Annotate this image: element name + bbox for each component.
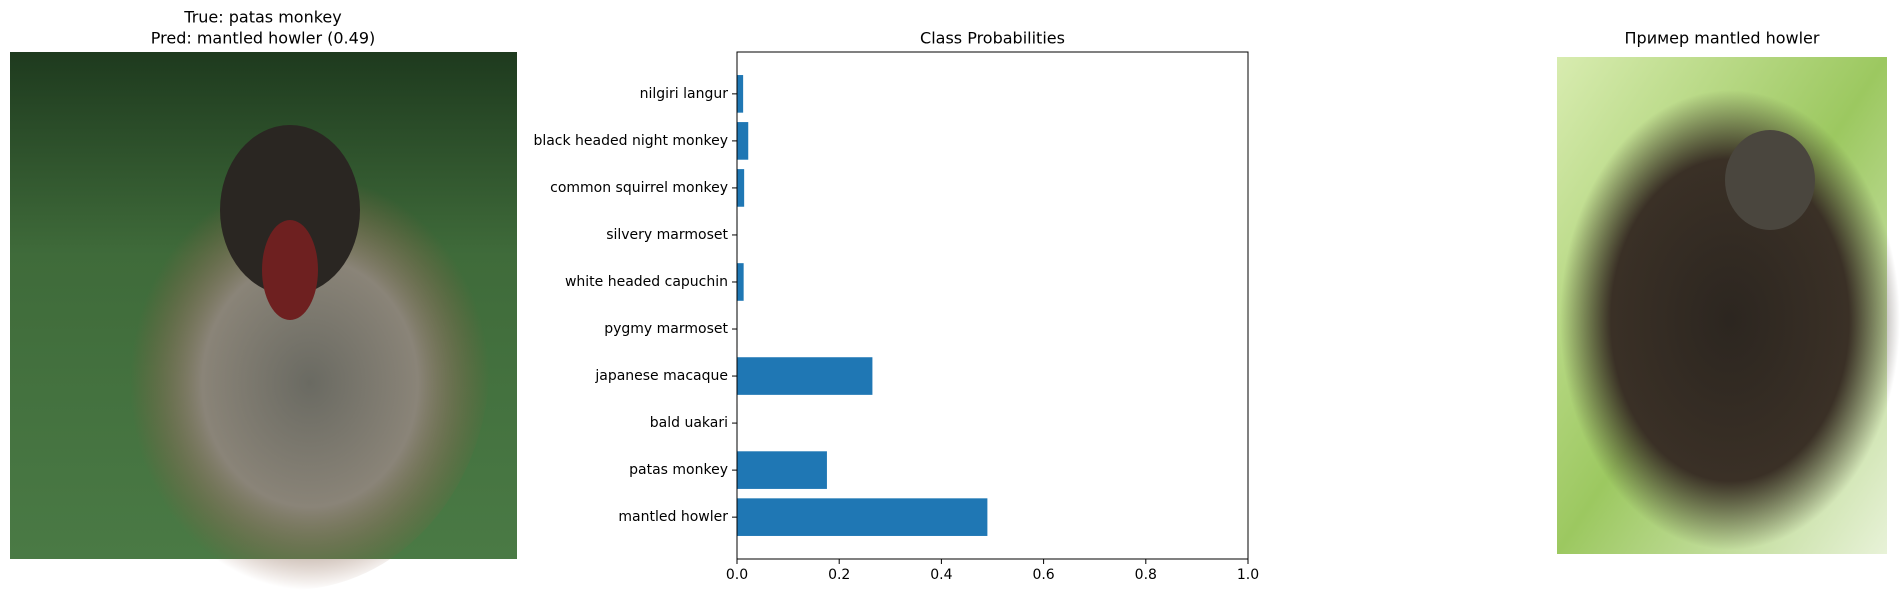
x-tick-label: 0.0 [726, 567, 748, 583]
x-tick-label: 0.2 [828, 567, 850, 583]
bar [737, 263, 744, 301]
y-tick-label: pygmy marmoset [604, 321, 728, 337]
y-tick-label: bald uakari [650, 415, 728, 431]
y-tick-label: patas monkey [629, 462, 728, 478]
chart-title: Class Probabilities [920, 29, 1065, 48]
left-title-line: Pred: mantled howler (0.49) [151, 29, 375, 48]
y-tick-label: silvery marmoset [606, 227, 728, 243]
right-photo [1557, 57, 1900, 554]
bar [737, 451, 827, 489]
left-photo [10, 52, 517, 590]
plot-frame [736, 51, 1249, 560]
bar [737, 357, 873, 395]
left-title-line: True: patas monkey [183, 8, 341, 27]
y-tick-label: nilgiri langur [640, 86, 729, 102]
x-tick-label: 1.0 [1237, 567, 1259, 583]
y-tick-label: white headed capuchin [565, 274, 728, 290]
bar [737, 75, 744, 113]
bar [737, 498, 988, 536]
y-tick-label: common squirrel monkey [550, 180, 728, 196]
right-title: Пример mantled howler [1625, 29, 1820, 48]
bar [737, 169, 745, 207]
y-tick-label: japanese macaque [594, 368, 728, 384]
x-tick-label: 0.4 [930, 567, 952, 583]
y-tick-label: black headed night monkey [533, 133, 728, 149]
x-tick-label: 0.8 [1135, 567, 1157, 583]
y-tick-label: mantled howler [618, 509, 728, 525]
x-tick-label: 0.6 [1032, 567, 1054, 583]
bar [737, 122, 749, 160]
bar-chart: Class Probabilities mantled howler patas m… [533, 29, 1259, 584]
